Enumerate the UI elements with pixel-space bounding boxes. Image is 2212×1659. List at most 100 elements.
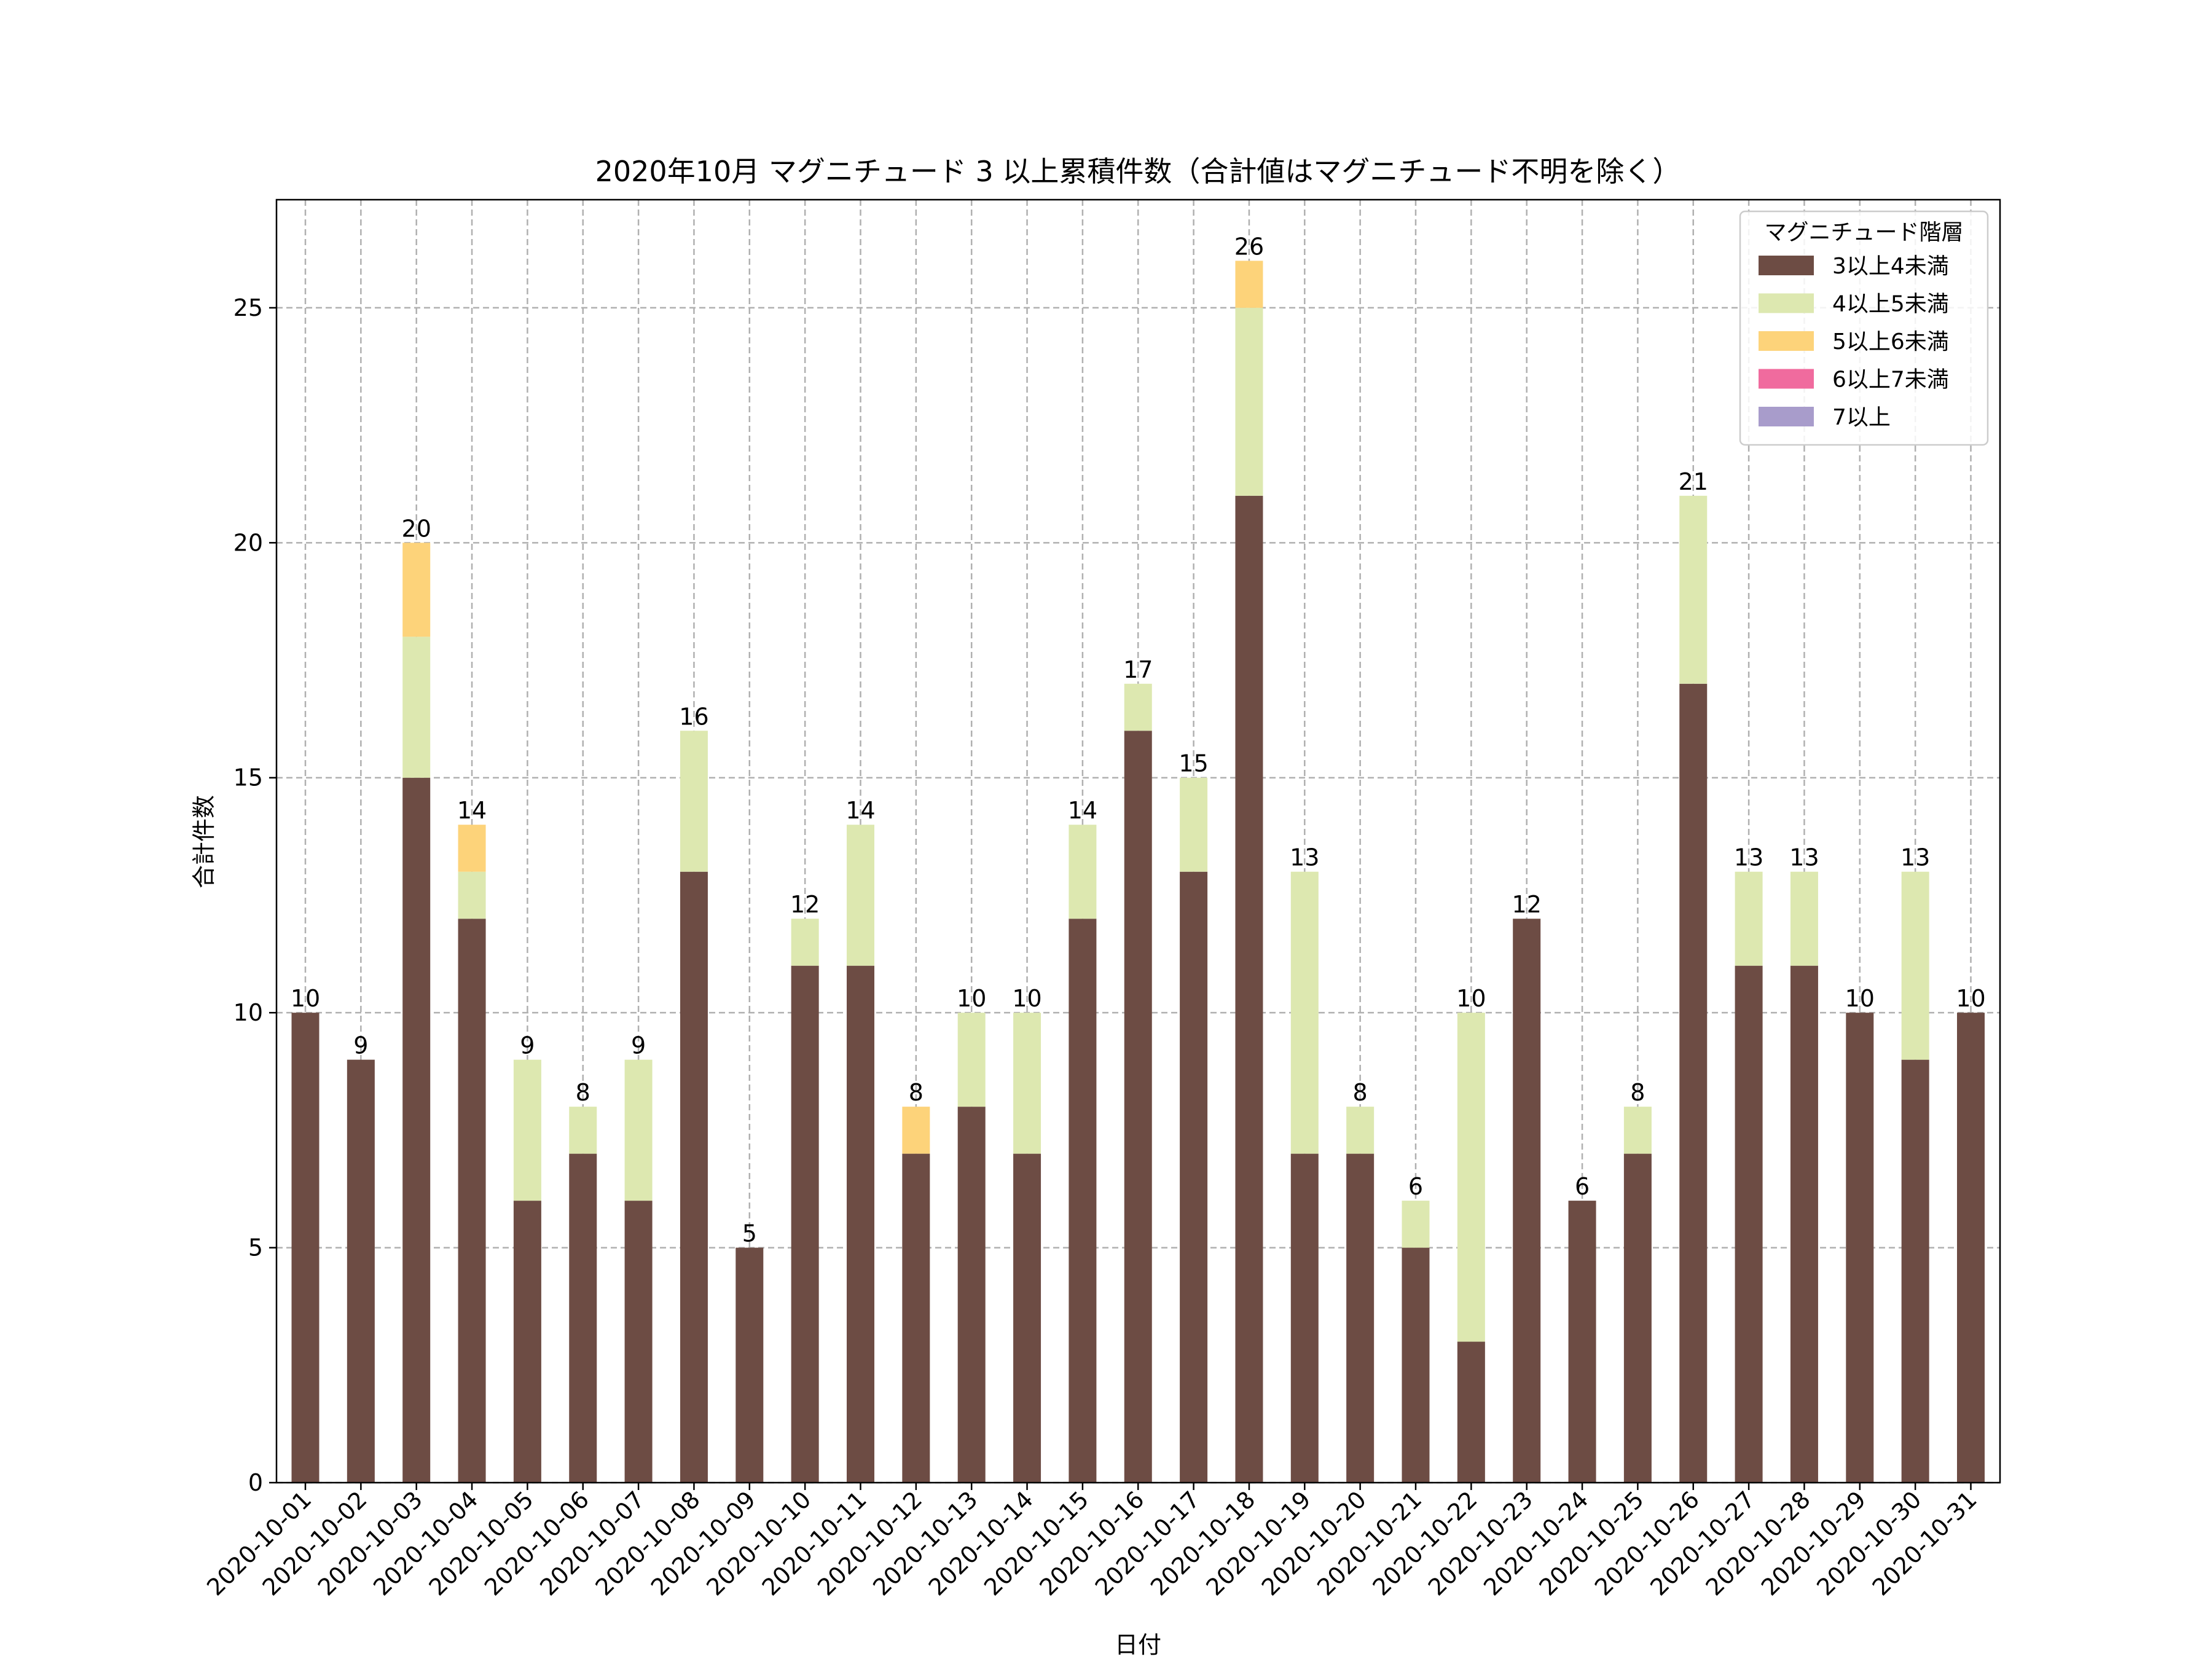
bar-segment-2 [1346,1107,1375,1154]
bar-total-label: 9 [520,1032,535,1059]
legend-swatch [1759,407,1814,426]
bar-total-label: 10 [1012,985,1041,1012]
y-tick-label: 10 [233,999,263,1026]
bar-segment-3 [1235,261,1263,308]
bar-segment-2 [680,731,708,872]
bar-segment-2 [1623,1107,1652,1154]
bar-segment-2 [1180,777,1208,872]
bar-segment-1 [1735,965,1763,1483]
bar-segment-2 [458,871,486,919]
bar-segment-1 [291,1013,320,1483]
bar-segment-1 [1180,871,1208,1483]
legend-entry-label: 4以上5未満 [1832,292,1949,317]
bar-total-label: 10 [1456,985,1486,1012]
bar-segment-1 [1846,1013,1874,1483]
bar-total-label: 13 [1290,844,1319,871]
bar-total-label: 13 [1900,844,1930,871]
y-tick-label: 5 [248,1234,263,1261]
bar-segment-2 [1790,871,1818,966]
bar-segment-1 [847,965,874,1483]
bar-segment-2 [957,1013,986,1107]
bar-total-label: 9 [353,1032,368,1059]
bar-segment-2 [1235,307,1263,496]
bar-segment-2 [624,1059,653,1201]
legend-entry-label: 5以上6未満 [1832,329,1949,355]
bar-segment-1 [347,1059,375,1483]
bar-total-label: 8 [1630,1079,1645,1106]
bar-total-label: 12 [790,891,820,918]
bar-segment-1 [680,871,708,1483]
bar-segment-2 [569,1107,597,1154]
bar-total-label: 14 [1068,797,1097,824]
legend-swatch [1759,293,1814,313]
bar-segment-1 [402,777,431,1483]
bar-segment-2 [1290,871,1319,1154]
legend-swatch [1759,256,1814,275]
y-tick-label: 25 [233,294,263,321]
bar-total-label: 16 [679,703,708,730]
legend-entry-label: 3以上4未満 [1832,254,1949,279]
bar-segment-1 [569,1153,597,1483]
bar-segment-1 [1957,1013,1985,1483]
bar-total-label: 10 [1956,985,1985,1012]
bar-total-label: 8 [576,1079,590,1106]
bar-segment-2 [1402,1201,1430,1248]
bar-segment-1 [1457,1341,1485,1483]
bar-total-label: 21 [1679,468,1708,495]
legend-swatch [1759,369,1814,389]
bar-segment-2 [1124,683,1152,731]
bar-segment-2 [1901,871,1929,1060]
bar-segment-2 [847,825,874,966]
bar-segment-3 [458,825,486,872]
bar-segment-2 [1013,1013,1041,1154]
bars [291,261,1985,1483]
bar-total-label: 8 [1353,1079,1368,1106]
bar-total-label: 26 [1234,233,1264,260]
chart-title: 2020年10月 マグニチュード 3 以上累積件数（合計値はマグニチュード不明を… [595,155,1681,188]
bar-segment-2 [791,919,819,966]
bar-total-label: 20 [402,515,431,542]
bar-segment-1 [957,1107,986,1483]
legend-entry-label: 6以上7未満 [1832,367,1949,393]
x-axis-label: 日付 [1115,1631,1161,1658]
bar-total-label: 10 [291,985,320,1012]
bar-segment-1 [1124,731,1152,1483]
bar-total-labels: 10 9 20 14 9 8 9 16 5 12 14 8 10 10 14 17 15 26 13 8 6 10 12 6 8… [291,233,1986,1247]
bar-total-label: 12 [1512,891,1542,918]
bar-segment-2 [1735,871,1763,966]
legend-title: マグニチュード階層 [1764,220,1963,245]
bar-segment-1 [624,1201,653,1483]
bar-total-label: 17 [1123,656,1153,683]
bar-total-label: 13 [1734,844,1763,871]
y-tick-label: 0 [248,1469,263,1496]
bar-segment-1 [1402,1247,1430,1483]
bar-segment-1 [902,1153,930,1483]
bar-total-label: 13 [1789,844,1819,871]
bar-total-label: 6 [1408,1173,1423,1200]
bar-segment-1 [1623,1153,1652,1483]
y-tick-label: 15 [233,764,263,791]
bar-segment-3 [402,543,431,637]
bar-total-label: 14 [845,797,875,824]
bar-segment-2 [402,637,431,778]
bar-segment-1 [1901,1059,1929,1483]
bar-segment-1 [1790,965,1818,1483]
bar-segment-2 [1069,825,1097,919]
bar-segment-1 [513,1201,541,1483]
y-axis-label: 合計件数 [190,795,218,888]
bar-total-label: 14 [457,797,487,824]
bar-segment-1 [791,965,819,1483]
bar-total-label: 9 [631,1032,646,1059]
bar-segment-1 [1290,1153,1319,1483]
bar-total-label: 8 [909,1079,924,1106]
bar-segment-1 [1346,1153,1375,1483]
bar-total-label: 10 [957,985,986,1012]
bar-total-label: 5 [742,1220,757,1247]
bar-segment-1 [1235,495,1263,1483]
bar-segment-1 [1679,683,1708,1483]
y-axis: 0 5 10 15 20 25 [233,294,276,1496]
bar-segment-1 [1013,1153,1041,1483]
bar-total-label: 15 [1179,750,1208,777]
y-tick-label: 20 [233,529,263,556]
